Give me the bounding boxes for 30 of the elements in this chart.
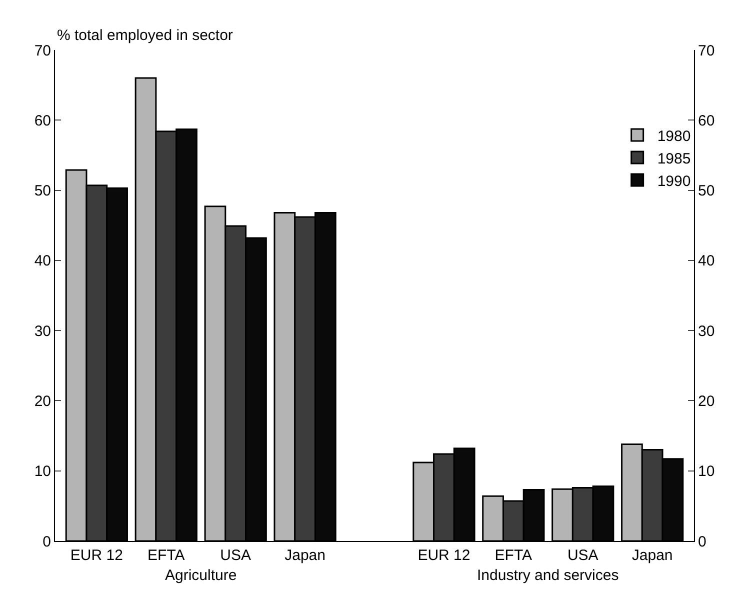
y2-tick-label: 30 xyxy=(698,322,715,340)
text: Agriculture xyxy=(165,567,237,584)
legend-label: 1990 xyxy=(657,172,691,190)
y-tick-label: 30 xyxy=(34,322,51,340)
y2-tick-label: 70 xyxy=(698,42,715,60)
x-tick-label: EUR 12 xyxy=(418,547,470,564)
x-tick-label: USA xyxy=(567,547,598,564)
y2-tick-label: 0 xyxy=(698,533,706,550)
y-tick-label: 0 xyxy=(42,533,51,550)
y-axis-title: % total employed in sector xyxy=(57,27,233,44)
y-tick-label: 70 xyxy=(34,42,51,60)
x-tick-label: EFTA xyxy=(148,547,185,564)
legend-label: 1985 xyxy=(657,150,691,168)
x-tick-label: EFTA xyxy=(494,547,532,564)
y-tick-label: 40 xyxy=(34,252,51,270)
y-tick-label: 10 xyxy=(34,463,51,480)
y-tick-label: 20 xyxy=(34,392,51,410)
y2-tick-label: 60 xyxy=(698,112,715,130)
y-tick-label: 60 xyxy=(34,112,51,130)
text: Industry and services xyxy=(477,567,619,584)
y2-tick-label: 10 xyxy=(698,463,715,480)
x-tick-label: Japan xyxy=(632,547,673,564)
x-tick-label: Japan xyxy=(284,547,326,564)
x-tick-label: USA xyxy=(220,547,252,564)
x-tick-label: EUR 12 xyxy=(70,547,123,564)
y2-tick-label: 40 xyxy=(698,252,715,270)
y2-tick-label: 50 xyxy=(698,182,715,200)
y2-tick-label: 20 xyxy=(698,392,715,410)
y-tick-label: 50 xyxy=(34,182,51,200)
legend-label: 1980 xyxy=(657,128,691,145)
